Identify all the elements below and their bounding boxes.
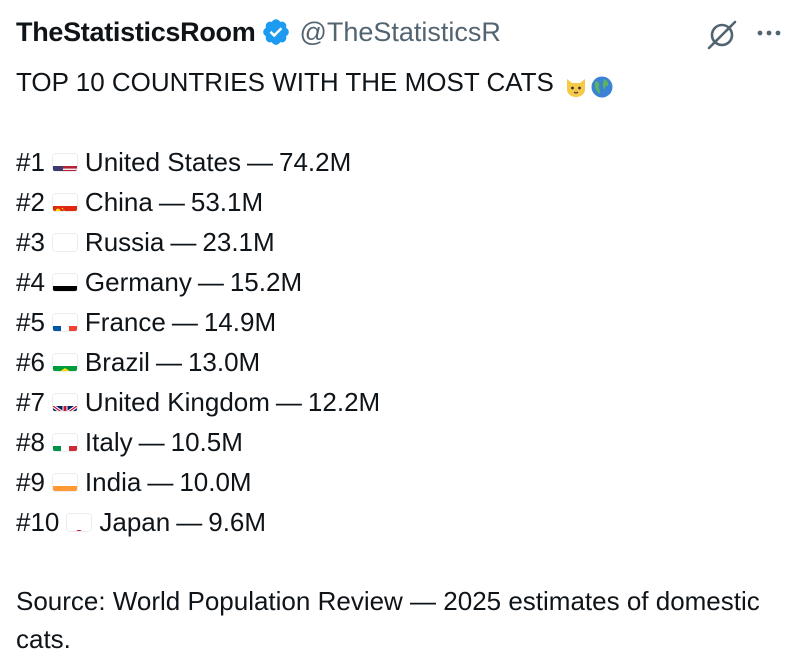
tweet-title: TOP 10 COUNTRIES WITH THE MOST CATS: [16, 67, 554, 97]
ranking-row: #2 China — 53.1M: [16, 182, 784, 222]
rank: #10: [16, 507, 60, 537]
rank: #3: [16, 227, 45, 257]
blank-line: [16, 102, 784, 142]
separator: —: [147, 467, 174, 497]
cat-count: 10.0M: [179, 467, 252, 497]
cat-count: 14.9M: [203, 307, 277, 337]
country-name: Russia: [84, 227, 165, 257]
separator: —: [247, 147, 274, 177]
country-name: China: [84, 187, 153, 217]
cat-count: 10.5M: [170, 427, 243, 457]
grok-icon[interactable]: [705, 18, 739, 52]
tweet-header: TheStatisticsRoom @TheStatisticsR: [16, 12, 501, 52]
verified-badge-icon: [261, 17, 291, 47]
de-flag-icon: [52, 274, 77, 291]
cat-count: 23.1M: [202, 227, 275, 257]
br-flag-icon: [52, 354, 77, 371]
it-flag-icon: [52, 434, 77, 451]
cat-count: 15.2M: [229, 267, 303, 297]
rank: #2: [16, 187, 45, 217]
rank: #7: [16, 387, 45, 417]
ranking-row: #1 United States — 74.2M: [16, 142, 784, 182]
separator: —: [197, 267, 224, 297]
ranking-row: #3 Russia — 23.1M: [16, 222, 784, 262]
cat-count: 74.2M: [279, 147, 352, 177]
ranking-row: #9 India — 10.0M: [16, 462, 784, 502]
globe-emoji-icon: [590, 70, 614, 98]
author-handle[interactable]: @TheStatisticsR: [299, 16, 501, 47]
cat-count: 9.6M: [208, 507, 267, 537]
in-flag-icon: [52, 474, 77, 491]
separator: —: [171, 307, 198, 337]
separator: —: [170, 227, 197, 257]
country-name: France: [84, 307, 166, 337]
cn-flag-icon: [52, 194, 77, 211]
country-name: Brazil: [84, 347, 150, 377]
separator: —: [138, 427, 165, 457]
rank: #8: [16, 427, 45, 457]
country-name: India: [84, 467, 142, 497]
jp-flag-icon: [67, 514, 92, 531]
country-name: Italy: [84, 427, 133, 457]
gb-flag-icon: [52, 394, 77, 411]
ranking-row: #7 United Kingdom — 12.2M: [16, 382, 784, 422]
rank: #4: [16, 267, 45, 297]
tweet-body: TOP 10 COUNTRIES WITH THE MOST CATS: [16, 62, 784, 658]
rank: #1: [16, 147, 45, 177]
us-flag-icon: [52, 154, 77, 171]
tweet-title-line: TOP 10 COUNTRIES WITH THE MOST CATS: [16, 62, 784, 102]
cat-face-emoji-icon: [564, 70, 588, 97]
rank: #9: [16, 467, 45, 497]
cat-count: 53.1M: [190, 187, 264, 217]
blank-line: [16, 542, 784, 582]
fr-flag-icon: [52, 314, 77, 331]
separator: —: [155, 347, 182, 377]
ranking-row: #4 Germany — 15.2M: [16, 262, 784, 302]
country-name: Japan: [99, 507, 171, 537]
country-name: Germany: [84, 267, 192, 297]
rank: #6: [16, 347, 45, 377]
ranking-row: #5 France — 14.9M: [16, 302, 784, 342]
separator: —: [158, 187, 185, 217]
ranking-row: #8 Italy — 10.5M: [16, 422, 784, 462]
ru-flag-icon: [52, 234, 77, 251]
ranking-row: #10 Japan — 9.6M: [16, 502, 784, 542]
separator: —: [275, 387, 302, 417]
separator: —: [176, 507, 203, 537]
cat-count: 13.0M: [187, 347, 261, 377]
author-display-name[interactable]: TheStatisticsRoom: [16, 16, 256, 47]
source-note: Source: World Population Review — 2025 e…: [16, 586, 760, 654]
country-name: United Kingdom: [84, 387, 270, 417]
country-name: United States: [84, 147, 242, 177]
rank: #5: [16, 307, 45, 337]
more-options-icon[interactable]: [752, 16, 786, 50]
ranking-row: #6 Brazil — 13.0M: [16, 342, 784, 382]
cat-count: 12.2M: [307, 387, 381, 417]
